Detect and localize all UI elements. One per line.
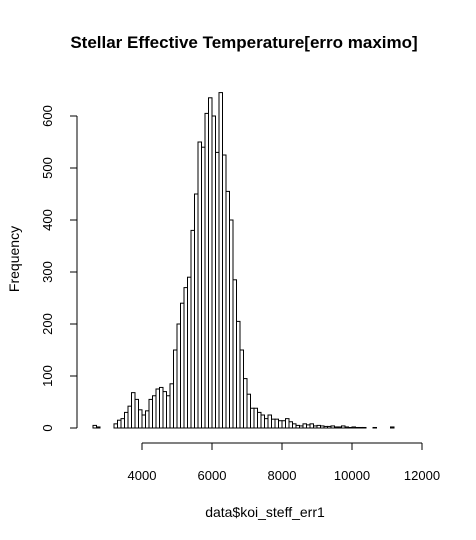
- histogram-bar: [222, 154, 227, 429]
- histogram-bar: [134, 398, 139, 429]
- histogram-bar: [302, 423, 307, 429]
- histogram-bar: [330, 425, 335, 429]
- histogram-bar: [148, 398, 153, 429]
- histogram-bar: [337, 426, 342, 429]
- histogram-bar: [225, 190, 230, 429]
- histogram-bar: [155, 388, 160, 429]
- y-axis-label: Frequency: [6, 226, 22, 292]
- histogram-bar: [92, 424, 97, 429]
- histogram-bar: [278, 420, 283, 429]
- histogram-bar: [232, 279, 237, 429]
- histogram-bar: [127, 405, 132, 429]
- histogram-bar: [211, 115, 216, 429]
- y-tick-label: 0: [40, 424, 55, 431]
- histogram-bar: [264, 418, 269, 429]
- histogram-bar: [274, 418, 279, 429]
- y-tick-label: 600: [40, 105, 55, 127]
- histogram-bar: [344, 426, 349, 429]
- histogram-bar: [169, 383, 174, 429]
- histogram-bar: [285, 418, 290, 429]
- histogram-bar: [355, 426, 360, 429]
- histogram-bar: [281, 420, 286, 429]
- histogram-bar: [131, 392, 136, 429]
- histogram-bar: [306, 424, 311, 429]
- y-tick-label: 100: [40, 365, 55, 387]
- histogram-bar: [215, 151, 220, 429]
- histogram-bar: [239, 349, 244, 429]
- histogram-bar: [292, 423, 297, 429]
- histogram-bar: [260, 414, 265, 429]
- x-tick-label: 12000: [404, 468, 440, 483]
- histogram-bar: [159, 386, 164, 429]
- histogram-bar: [236, 320, 241, 429]
- histogram-bar: [152, 395, 157, 429]
- histogram-bar: [243, 378, 248, 429]
- histogram-bar: [187, 276, 192, 429]
- x-axis-label: data$koi_steff_err1: [205, 504, 325, 520]
- y-axis: 0 100 200 300 400 500 600: [40, 105, 78, 432]
- x-axis: 4000 6000 8000 10000 12000: [128, 442, 440, 483]
- histogram-bar: [334, 426, 339, 429]
- histogram-bar: [180, 302, 185, 429]
- histogram-bar: [218, 92, 223, 429]
- histogram-bar: [323, 425, 328, 429]
- histogram-bar: [117, 419, 122, 429]
- histogram-bar: [204, 112, 209, 429]
- histogram-bar: [351, 426, 356, 429]
- histogram-bar: [257, 411, 262, 429]
- histogram-bar: [313, 425, 318, 429]
- histogram-bars: [92, 92, 395, 429]
- histogram-bar: [141, 414, 146, 429]
- x-tick-label: 4000: [128, 468, 157, 483]
- histogram-bar: [390, 426, 395, 429]
- histogram-bar: [197, 141, 202, 429]
- histogram-bar: [183, 287, 188, 429]
- histogram-bar: [362, 426, 367, 429]
- histogram-bar: [295, 424, 300, 429]
- x-tick-label: 10000: [334, 468, 370, 483]
- histogram-bar: [229, 219, 234, 429]
- histogram-bar: [145, 410, 150, 429]
- histogram-bar: [250, 407, 255, 429]
- y-tick-label: 400: [40, 209, 55, 231]
- x-tick-label: 6000: [198, 468, 227, 483]
- histogram-bar: [299, 425, 304, 429]
- histogram-bar: [176, 323, 181, 429]
- histogram-bar: [327, 425, 332, 429]
- histogram-bar: [246, 393, 251, 429]
- y-tick-label: 200: [40, 313, 55, 335]
- histogram-bar: [271, 418, 276, 429]
- histogram-bar: [288, 421, 293, 429]
- histogram-bar: [173, 349, 178, 429]
- histogram-bar: [124, 411, 129, 429]
- y-tick-label: 300: [40, 261, 55, 283]
- histogram-bar: [120, 418, 125, 429]
- histogram-bar: [341, 425, 346, 429]
- x-tick-label: 8000: [268, 468, 297, 483]
- histogram-bar: [267, 414, 272, 429]
- histogram-bar: [208, 97, 213, 429]
- histogram-bar: [162, 391, 167, 429]
- y-tick-label: 500: [40, 157, 55, 179]
- histogram-bar: [113, 423, 118, 429]
- histogram-bar: [201, 146, 206, 429]
- histogram-bar: [138, 409, 143, 429]
- histogram-bar: [309, 423, 314, 429]
- histogram-bar: [96, 426, 101, 429]
- histogram-bar: [166, 395, 171, 429]
- histogram-bar: [320, 425, 325, 429]
- chart-title: Stellar Effective Temperature[erro maxim…: [70, 33, 417, 52]
- histogram-bar: [372, 426, 377, 429]
- histogram-bar: [348, 426, 353, 429]
- histogram-bar: [190, 229, 195, 429]
- histogram-bar: [194, 193, 199, 429]
- histogram-bar: [358, 426, 363, 429]
- histogram-bar: [316, 424, 321, 429]
- histogram-bar: [253, 407, 258, 429]
